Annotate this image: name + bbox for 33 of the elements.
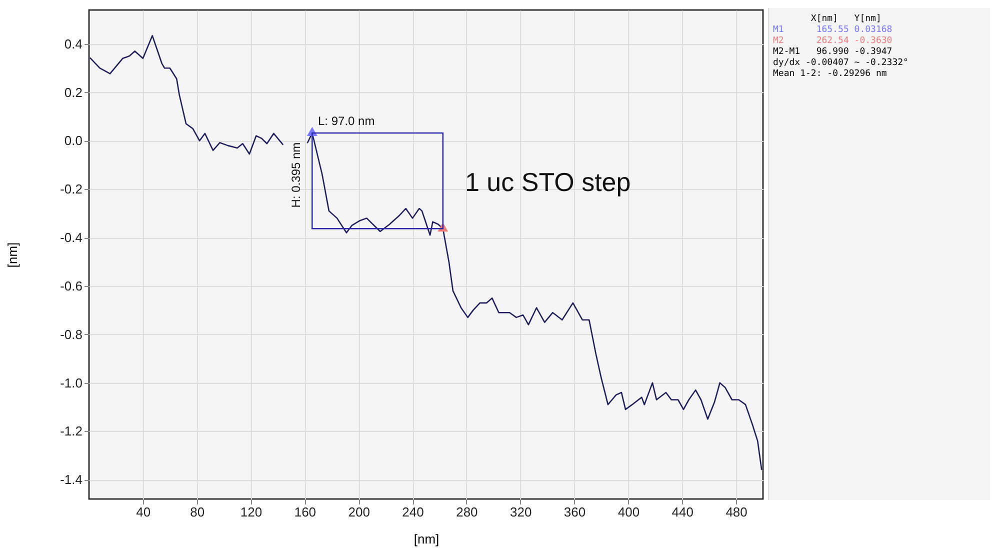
x-tick-label: 320 [510,504,532,520]
x-tick-label: 80 [190,504,205,520]
y-tick-label: -1.0 [60,375,82,390]
text: M1 165.55 0.03168 [773,25,894,36]
y-tick-label: -1.2 [60,424,82,439]
y-tick-label: -0.6 [60,278,82,294]
y-tick-label: -0.2 [60,182,82,197]
text: X[nm] Y[nm] [810,14,882,25]
y-tick-label: -0.8 [60,326,82,342]
text: Mean 1-2: -0.29296 nm [773,69,888,80]
text: M2-M1 96.990 -0.3947 [773,47,894,58]
annotation: L: 97.0 nm [318,114,375,128]
x-tick-label: 480 [726,504,748,520]
x-tick-label: 240 [402,504,424,520]
y-tick-label: 0.2 [64,84,82,100]
y-tick-label: -0.4 [60,230,82,246]
x-tick-label: 200 [348,504,370,520]
x-tick-label: 160 [294,504,316,520]
x-tick-label: 120 [240,504,262,520]
x-tick-label: 440 [672,504,694,520]
annotation: 1 uc STO step [465,167,631,197]
x-axis-title: [nm] [414,532,440,546]
x-tick-label: 360 [564,504,586,520]
annotation: H: 0.395 nm [289,142,303,208]
y-tick-label: 0.0 [64,133,82,148]
text: M2 262.54 -0.3630 [773,36,894,47]
y-tick-label: -1.4 [60,472,82,488]
x-tick-label: 280 [456,504,478,520]
x-tick-label: 40 [136,504,151,520]
y-axis-title: [nm] [5,242,20,268]
y-tick-label: 0.4 [64,36,82,52]
text: dy/dx -0.00407 ~ -0.2332° [773,58,910,69]
x-tick-label: 400 [618,504,640,520]
